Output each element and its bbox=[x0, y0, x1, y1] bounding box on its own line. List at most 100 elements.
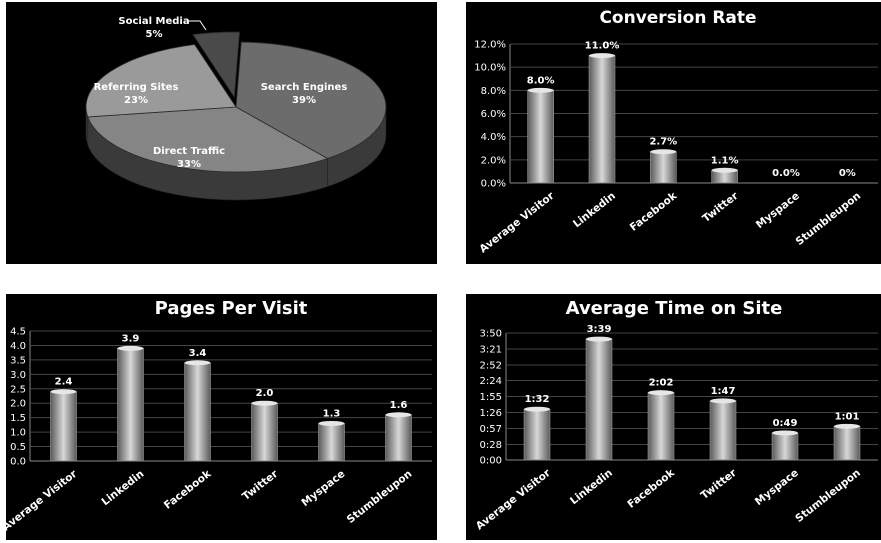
data-label: 8.0% bbox=[527, 75, 555, 86]
data-label: 1.6 bbox=[390, 400, 408, 411]
pie-slice-label: Search Engines bbox=[261, 82, 348, 93]
bar bbox=[251, 402, 278, 462]
y-tick-label: 0:57 bbox=[480, 424, 502, 435]
x-category-label: Facebook bbox=[625, 466, 677, 511]
y-tick-label: 6.0% bbox=[481, 109, 506, 120]
y-tick-label: 1:55 bbox=[480, 392, 502, 403]
bar bbox=[385, 414, 412, 462]
bar bbox=[117, 348, 144, 462]
bar-top bbox=[710, 398, 736, 404]
y-tick-label: 1.5 bbox=[10, 413, 26, 424]
bar-top bbox=[385, 412, 412, 418]
pie-slice bbox=[87, 106, 329, 173]
bar-top bbox=[318, 420, 345, 426]
bar bbox=[650, 151, 677, 184]
x-category-label: Linkedin bbox=[571, 190, 618, 230]
y-tick-label: 3.0 bbox=[10, 370, 26, 381]
y-tick-label: 2:24 bbox=[480, 376, 502, 387]
x-category-label: Linkedin bbox=[568, 467, 615, 507]
bar-top bbox=[251, 400, 278, 406]
x-category-label: Twitter bbox=[700, 189, 741, 225]
data-label: 0.0% bbox=[772, 168, 800, 179]
data-label: 1:01 bbox=[835, 411, 860, 422]
y-tick-label: 3.5 bbox=[10, 355, 26, 366]
y-tick-label: 2.5 bbox=[10, 384, 26, 395]
pages-per-visit-chart: Pages Per Visit 0.0 0.5 1.0 1.5 2.0 2.5 3.0 3.5… bbox=[6, 298, 432, 533]
data-label: 0% bbox=[839, 168, 856, 179]
x-category-label: Stumbleupon bbox=[793, 467, 863, 525]
leader-line bbox=[188, 20, 207, 31]
conversion-rate-chart: Conversion Rate 0.0% 2.0% 4.0% 6.0% 8.0% 10.0… bbox=[474, 8, 878, 255]
data-label: 3.4 bbox=[189, 348, 207, 359]
chart-title: Pages Per Visit bbox=[155, 298, 308, 319]
y-tick-label: 4.5 bbox=[10, 327, 26, 338]
bar bbox=[647, 392, 675, 461]
pie-slice-value: 33% bbox=[177, 159, 201, 170]
bar-top bbox=[184, 360, 211, 366]
bar-top bbox=[117, 345, 144, 351]
x-category-label: Stumbleupon bbox=[794, 190, 864, 248]
x-category-label: Average Visitor bbox=[6, 467, 80, 533]
bar-top bbox=[586, 336, 612, 342]
pie-slice-label: Referring Sites bbox=[94, 82, 179, 93]
y-tick-label: 2.0% bbox=[481, 155, 506, 166]
y-tick-label: 12.0% bbox=[474, 40, 506, 51]
data-label: 1:32 bbox=[525, 394, 550, 405]
data-label: 2.0 bbox=[256, 388, 274, 399]
x-category-label: Myspace bbox=[754, 190, 802, 231]
bar bbox=[771, 432, 799, 461]
y-tick-label: 0:28 bbox=[480, 440, 502, 451]
x-category-label: Facebook bbox=[162, 467, 214, 512]
bar-top bbox=[648, 390, 674, 396]
bar bbox=[50, 391, 77, 462]
average-time-panel: Average Time on Site 0:00 0:28 0:57 1:26 1:5… bbox=[466, 294, 881, 540]
bar bbox=[184, 362, 211, 462]
y-tick-label: 3:50 bbox=[480, 329, 502, 340]
data-label: 2.4 bbox=[55, 377, 73, 388]
data-label: 3.9 bbox=[122, 333, 140, 344]
pages-per-visit-panel: Pages Per Visit 0.0 0.5 1.0 1.5 2.0 2.5 3.0 3.5… bbox=[6, 294, 437, 540]
bar-top bbox=[711, 167, 738, 173]
y-tick-label: 2.0 bbox=[10, 399, 26, 410]
x-category-label: Twitter bbox=[699, 466, 740, 502]
bar bbox=[833, 426, 861, 461]
pie-slice bbox=[192, 31, 240, 99]
pie-slice-label: Direct Traffic bbox=[153, 146, 225, 157]
x-category-label: Facebook bbox=[628, 189, 680, 234]
x-category-label: Myspace bbox=[753, 467, 801, 508]
bar-top bbox=[527, 87, 554, 93]
bar bbox=[709, 400, 737, 461]
bar-top bbox=[524, 406, 550, 412]
data-label: 11.0% bbox=[585, 41, 620, 52]
traffic-sources-pie-chart: Search Engines 39% Direct Traffic 33% Referr… bbox=[85, 16, 387, 201]
pie-slice bbox=[235, 41, 387, 159]
y-tick-label: 8.0% bbox=[481, 86, 506, 97]
y-tick-label: 0.0% bbox=[481, 179, 506, 190]
x-category-label: Linkedin bbox=[99, 468, 146, 508]
y-tick-label: 4.0% bbox=[481, 132, 506, 143]
y-tick-label: 3:21 bbox=[480, 345, 502, 356]
y-tick-label: 0.5 bbox=[10, 442, 26, 453]
y-tick-label: 1:26 bbox=[480, 408, 502, 419]
data-label: 1.1% bbox=[711, 155, 739, 166]
data-label: 1.3 bbox=[323, 408, 341, 419]
x-category-label: Average Visitor bbox=[477, 189, 557, 255]
data-label: 1:47 bbox=[711, 386, 736, 397]
bar bbox=[523, 408, 551, 461]
x-category-label: Myspace bbox=[299, 468, 347, 509]
bar bbox=[585, 338, 613, 461]
bar-top bbox=[834, 423, 860, 429]
bar bbox=[588, 55, 616, 184]
x-category-label: Average Visitor bbox=[474, 466, 554, 532]
bar-top bbox=[650, 149, 677, 155]
pie-slice-label: Social Media bbox=[118, 16, 189, 27]
data-label: 0:49 bbox=[773, 418, 798, 429]
y-tick-label: 4.0 bbox=[10, 341, 26, 352]
pie-slice bbox=[85, 44, 237, 118]
bar bbox=[318, 423, 345, 462]
x-category-label: Twitter bbox=[240, 467, 281, 503]
y-tick-label: 0:00 bbox=[480, 456, 502, 467]
y-tick-label: 1.0 bbox=[10, 428, 26, 439]
y-tick-label: 2:52 bbox=[480, 361, 502, 372]
y-tick-label: 10.0% bbox=[474, 63, 506, 74]
